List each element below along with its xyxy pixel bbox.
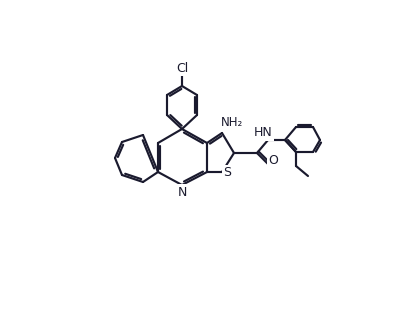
Text: S: S — [223, 167, 231, 180]
Text: Cl: Cl — [176, 61, 188, 75]
Text: NH₂: NH₂ — [221, 116, 243, 129]
Text: HN: HN — [253, 127, 272, 140]
Text: O: O — [268, 153, 278, 167]
Text: N: N — [177, 186, 187, 198]
